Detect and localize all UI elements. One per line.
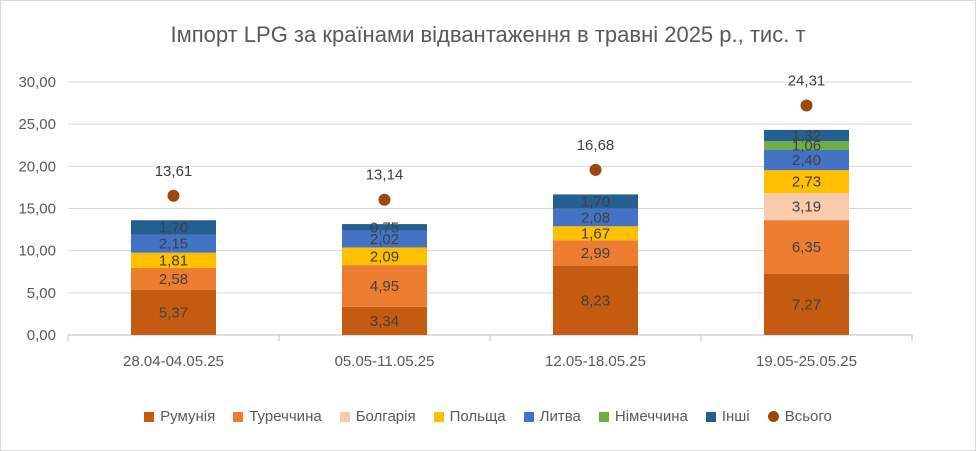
bar-data-label: 2,99	[581, 245, 610, 262]
y-tick-label: 15,00	[18, 201, 56, 218]
bar-data-label: 2,02	[370, 231, 399, 248]
legend-swatch	[339, 411, 350, 422]
legend-item: Польща	[433, 408, 506, 425]
legend-item: Інші	[705, 408, 750, 425]
legend-item: Німеччина	[598, 408, 688, 425]
bar-data-label: 1,06	[792, 138, 821, 155]
bar-segment	[553, 265, 638, 335]
bar-segment	[764, 170, 849, 194]
data-labels: 5,372,581,812,151,703,344,952,092,020,75…	[159, 127, 821, 329]
total-marker	[378, 193, 391, 206]
bar-segment	[764, 149, 849, 171]
bar-segment	[342, 306, 427, 335]
bar-data-label: 5,37	[159, 304, 188, 321]
legend-item: Всього	[767, 408, 832, 425]
bar-data-label: 1,81	[159, 252, 188, 269]
chart-title: Імпорт LPG за країнами відвантаження в т…	[170, 22, 806, 47]
total-data-label: 16,68	[577, 137, 615, 154]
legend-marker	[767, 411, 779, 422]
bar-segment	[131, 267, 216, 290]
legend: Румунія Туреччина Болгарія Польща Литва Німеч…	[0, 408, 976, 425]
bar-data-label: 2,40	[792, 152, 821, 169]
bar-data-label: 3,19	[792, 199, 821, 216]
total-data-label: 13,61	[155, 163, 193, 180]
legend-label: Литва	[539, 408, 581, 425]
bar-data-label: 2,15	[159, 236, 188, 253]
bar-data-label: 6,35	[792, 239, 821, 256]
bar-segment	[764, 141, 849, 150]
bar-segment	[553, 240, 638, 266]
total-marker	[167, 189, 180, 202]
plot-area: 0,00 5,00 10,00 15,00 20,00 25,00 30,00 28.04-0…	[18, 73, 913, 370]
legend-swatch	[705, 411, 716, 422]
bar-data-label: 4,95	[370, 278, 399, 295]
bar-data-label: 1,70	[581, 194, 610, 211]
legend-label: Німеччина	[614, 408, 688, 425]
legend-swatch	[233, 411, 244, 422]
legend-swatch	[523, 411, 534, 422]
total-marker	[800, 99, 813, 112]
total-data-label: 24,31	[788, 73, 826, 90]
bar-segment	[131, 252, 216, 268]
bar-segment	[553, 208, 638, 227]
total-markers: 13,61 13,14 16,68 24,31	[155, 73, 826, 206]
bars	[131, 129, 849, 335]
bar-data-label: 1,70	[159, 219, 188, 236]
bar-data-label: 7,27	[792, 296, 821, 313]
bar-data-label: 0,75	[370, 219, 399, 236]
bar-segment	[131, 289, 216, 335]
bar-data-label: 1,32	[792, 127, 821, 144]
total-data-label: 13,14	[366, 167, 404, 184]
y-tick-label: 25,00	[18, 116, 56, 133]
legend-label: Інші	[721, 408, 750, 425]
bar-data-label: 2,08	[581, 210, 610, 227]
bar-data-label: 1,67	[581, 225, 610, 242]
y-tick-label: 5,00	[27, 285, 56, 302]
legend-swatch	[598, 411, 609, 422]
bar-data-label: 3,34	[370, 313, 399, 330]
bar-segment	[131, 234, 216, 253]
legend-item: Болгарія	[339, 408, 416, 425]
y-tick-label: 0,00	[27, 327, 56, 344]
bar-segment	[553, 194, 638, 209]
y-tick-label: 10,00	[18, 243, 56, 260]
y-tick-label: 30,00	[18, 74, 56, 91]
x-tick-label: 28.04-04.05.25	[123, 353, 224, 370]
x-tick-label: 19.05-25.05.25	[756, 353, 857, 370]
bar-data-label: 2,73	[792, 174, 821, 191]
bar-data-label: 2,58	[159, 271, 188, 288]
bar-segment	[553, 226, 638, 241]
legend-label: Польща	[449, 408, 506, 425]
bar-segment	[764, 273, 849, 335]
bar-segment	[342, 247, 427, 266]
legend-item: Туреччина	[233, 408, 322, 425]
bar-segment	[342, 224, 427, 231]
legend-item: Румунія	[144, 408, 215, 425]
y-tick-label: 20,00	[18, 158, 56, 175]
bar-segment	[342, 265, 427, 307]
bar-segment	[764, 193, 849, 221]
legend-label: Всього	[784, 408, 832, 425]
legend-swatch	[144, 411, 155, 422]
bar-segment	[764, 220, 849, 274]
legend-swatch	[433, 411, 444, 422]
axes: 0,00 5,00 10,00 15,00 20,00 25,00 30,00 28.04-0…	[18, 74, 913, 370]
bar-segment	[131, 220, 216, 235]
legend-label: Болгарія	[355, 408, 416, 425]
legend-item: Литва	[523, 408, 581, 425]
legend-label: Туреччина	[249, 408, 322, 425]
bar-data-label: 2,09	[370, 248, 399, 265]
bar-data-label: 8,23	[581, 292, 610, 309]
x-tick-label: 05.05-11.05.25	[335, 353, 435, 370]
legend-label: Румунія	[160, 408, 216, 425]
bar-segment	[764, 129, 849, 142]
x-tick-label: 12.05-18.05.25	[545, 353, 646, 370]
total-marker	[589, 163, 602, 176]
bar-segment	[342, 230, 427, 248]
